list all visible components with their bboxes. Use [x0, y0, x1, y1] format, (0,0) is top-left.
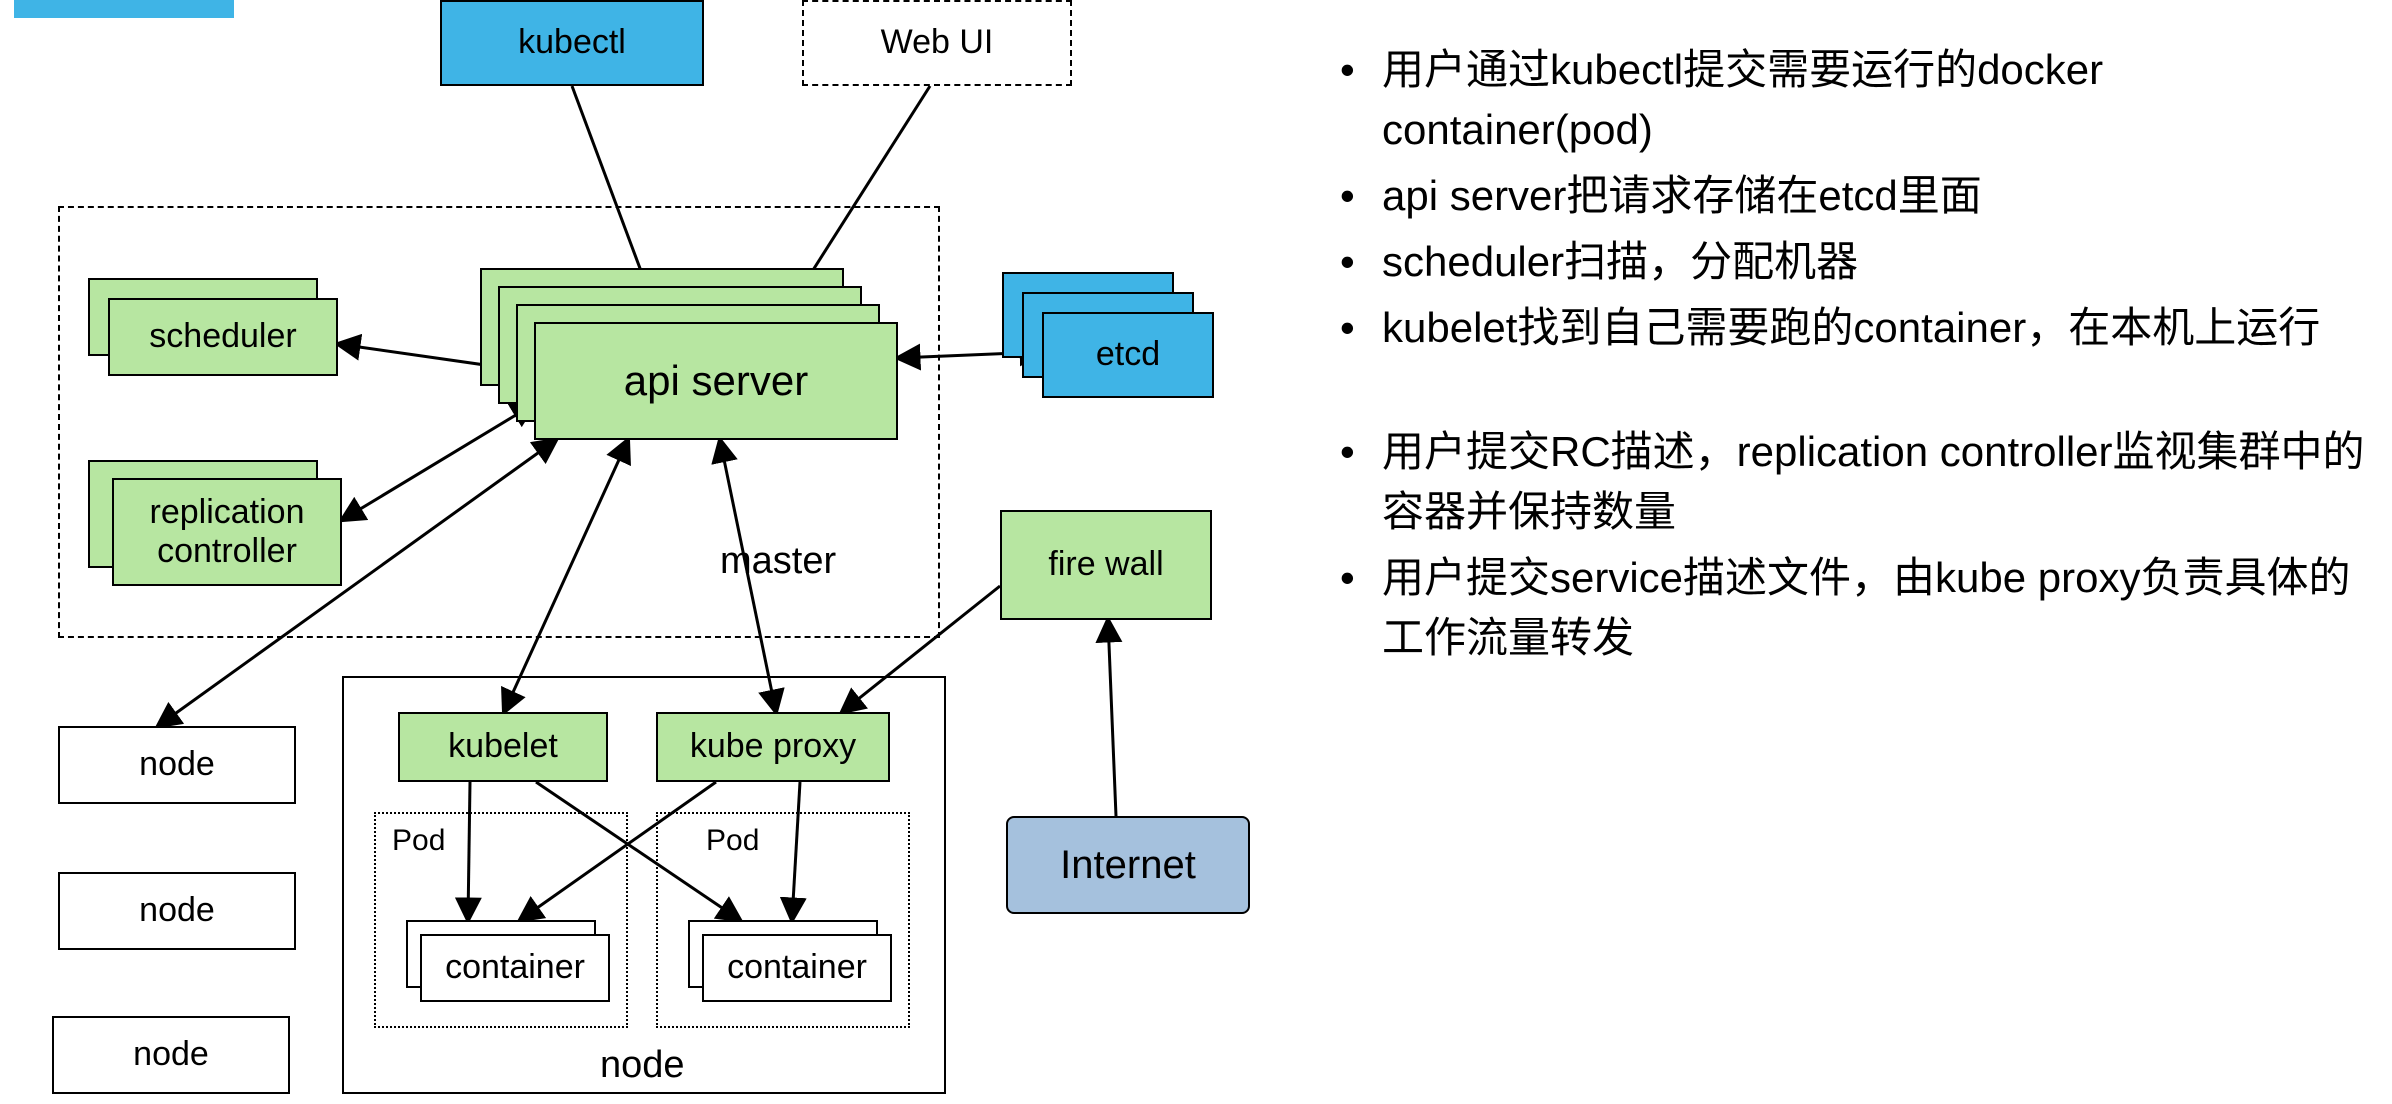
bullet-item: kubelet找到自己需要跑的container，在本机上运行: [1340, 298, 2380, 358]
bullet-group-1: 用户提交RC描述，replication controller监视集群中的容器并…: [1340, 422, 2380, 668]
node-label-3: node: [133, 1035, 209, 1074]
kubelet-label: kubelet: [448, 727, 558, 766]
etcd-box: etcd: [1042, 312, 1214, 398]
bullet-item: 用户提交service描述文件，由kube proxy负责具体的工作流量转发: [1340, 548, 2380, 668]
internet-label: Internet: [1060, 842, 1196, 888]
kubelet-box: kubelet: [398, 712, 608, 782]
firewall-label: fire wall: [1048, 545, 1163, 584]
etcd-label: etcd: [1096, 335, 1160, 374]
replication-controller-box: replicationcontroller: [112, 478, 342, 586]
bullet-item: api server把请求存储在etcd里面: [1340, 166, 2380, 226]
firewall-box: fire wall: [1000, 510, 1212, 620]
kubectl-label: kubectl: [518, 23, 626, 62]
diagram-canvas: kubectl Web UI master scheduler replicat…: [0, 0, 2392, 1104]
node-group-label: node: [600, 1044, 685, 1087]
container-2-label: container: [727, 948, 867, 987]
kubeproxy-box: kube proxy: [656, 712, 890, 782]
api-server-box: api server: [534, 322, 898, 440]
node-label-2: node: [139, 891, 215, 930]
container-1-label: container: [445, 948, 585, 987]
bullet-list: 用户通过kubectl提交需要运行的docker container(pod)a…: [1340, 40, 2380, 674]
pod-2-label: Pod: [706, 824, 759, 858]
accent-bar: [14, 0, 234, 18]
container-1-box: container: [420, 934, 610, 1002]
edge-internet-to-firewall: [1108, 620, 1116, 816]
bullet-item: scheduler扫描，分配机器: [1340, 232, 2380, 292]
api-server-label: api server: [624, 357, 808, 405]
replication-controller-label: replicationcontroller: [150, 493, 305, 571]
webui-box: Web UI: [802, 0, 1072, 86]
kubeproxy-label: kube proxy: [690, 727, 856, 766]
internet-box: Internet: [1006, 816, 1250, 914]
node-box-1: node: [58, 726, 296, 804]
bullet-item: 用户提交RC描述，replication controller监视集群中的容器并…: [1340, 422, 2380, 542]
node-box-3: node: [52, 1016, 290, 1094]
webui-label: Web UI: [881, 23, 994, 62]
container-2-box: container: [702, 934, 892, 1002]
scheduler-box: scheduler: [108, 298, 338, 376]
scheduler-label: scheduler: [149, 317, 296, 356]
bullet-item: 用户通过kubectl提交需要运行的docker container(pod): [1340, 40, 2380, 160]
master-label: master: [720, 540, 836, 583]
pod-1-label: Pod: [392, 824, 445, 858]
kubectl-box: kubectl: [440, 0, 704, 86]
bullet-group-0: 用户通过kubectl提交需要运行的docker container(pod)a…: [1340, 40, 2380, 358]
node-label-1: node: [139, 745, 215, 784]
node-box-2: node: [58, 872, 296, 950]
